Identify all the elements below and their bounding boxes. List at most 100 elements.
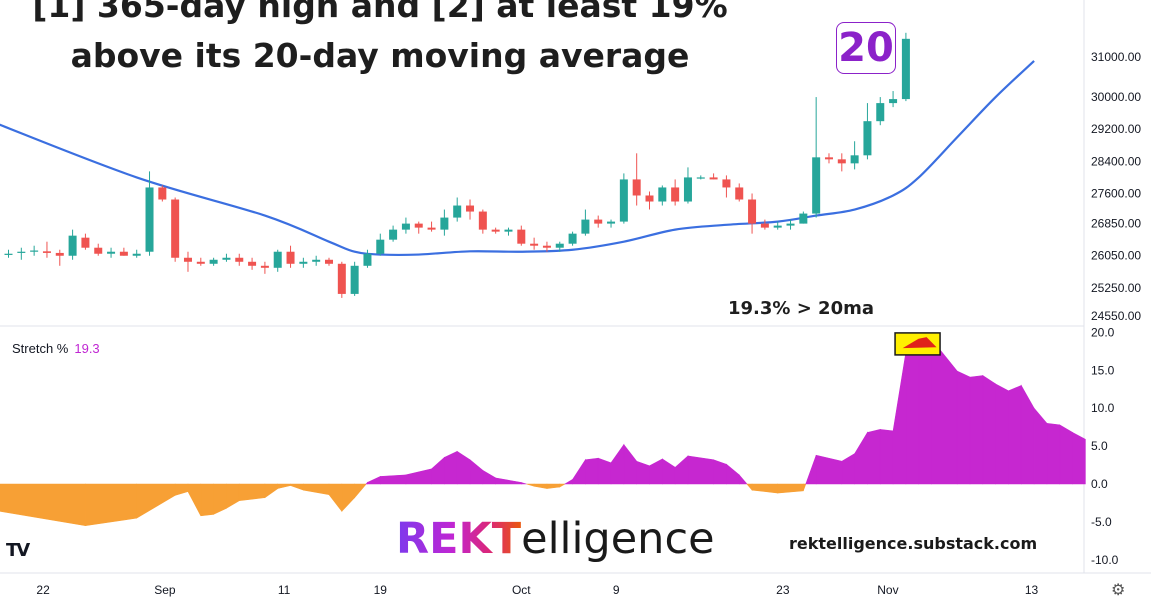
stretch-area-segment xyxy=(563,478,573,485)
stretch-tick-label: 15.0 xyxy=(1091,363,1115,377)
candle-body xyxy=(196,261,205,264)
candle-body xyxy=(119,251,128,256)
stretch-area-segment xyxy=(1046,423,1061,485)
candle-body xyxy=(850,155,859,164)
moving-average-line xyxy=(0,60,1035,257)
candle-body xyxy=(542,245,551,248)
stretch-area-segment xyxy=(892,352,907,485)
candle-body xyxy=(555,243,564,248)
candle-body xyxy=(94,247,103,254)
candle xyxy=(30,245,39,256)
time-tick-label: 22 xyxy=(36,583,50,597)
stretch-area-segment xyxy=(572,458,586,485)
candle xyxy=(632,153,641,206)
candle-body xyxy=(107,251,116,254)
stretch-area-segment xyxy=(85,483,137,527)
indicator-value: 19.3 xyxy=(74,341,100,356)
candle xyxy=(107,247,116,258)
candle xyxy=(286,245,295,268)
stretch-area-segment xyxy=(482,469,496,485)
stretch-area-segment xyxy=(213,483,227,515)
stretch-area-segment xyxy=(623,443,637,485)
candle xyxy=(440,209,449,236)
stretch-tick-label: -10.0 xyxy=(1091,553,1119,567)
stretch-area-segment xyxy=(521,482,527,485)
time-tick-label: 19 xyxy=(374,583,388,597)
gear-icon[interactable]: ⚙ xyxy=(1111,582,1126,599)
candle-body xyxy=(132,253,141,256)
candle xyxy=(363,249,372,268)
stretch-area-segment xyxy=(379,474,407,485)
price-tick-label: 30000.00 xyxy=(1091,90,1141,104)
candle xyxy=(337,261,346,298)
candle xyxy=(4,249,13,258)
candle xyxy=(196,257,205,266)
stretch-area-segment xyxy=(726,463,740,485)
candle xyxy=(325,257,333,266)
candle-body xyxy=(440,217,449,230)
candle xyxy=(722,175,731,198)
price-tick-label: 25250.00 xyxy=(1091,281,1141,295)
indicator-legend[interactable]: Stretch % 19.3 xyxy=(12,341,100,356)
stretch-area-segment xyxy=(649,458,663,485)
time-axis[interactable]: 22 Sep 11 19 Oct 9 23 Nov 13 xyxy=(36,583,1038,597)
candle-body xyxy=(709,177,718,180)
chart-title-line-2: above its 20-day moving average xyxy=(70,36,690,75)
stretch-area-segment xyxy=(328,483,343,513)
time-tick-label: 13 xyxy=(1025,583,1039,597)
candle-body xyxy=(414,223,423,228)
site-url: rektelligence.substack.com xyxy=(789,534,1038,553)
candle-body xyxy=(68,235,77,256)
candle xyxy=(299,257,308,268)
candle-body xyxy=(812,157,821,214)
candle xyxy=(542,241,551,252)
candle-body xyxy=(363,253,372,266)
candle xyxy=(222,253,231,262)
candle xyxy=(889,91,898,108)
candle-body xyxy=(760,223,769,228)
candle xyxy=(401,217,410,234)
candle-body xyxy=(478,211,487,230)
candle xyxy=(773,221,782,230)
candle-body xyxy=(504,229,513,232)
indicator-name: Stretch % xyxy=(12,341,69,356)
candle-body xyxy=(735,187,744,200)
candle xyxy=(350,261,359,296)
price-axis[interactable]: 31000.00 30000.00 29200.00 28400.00 27600.00… xyxy=(1091,50,1141,323)
candle-body xyxy=(312,259,321,262)
candle-body xyxy=(325,259,333,264)
stretch-area xyxy=(0,336,1086,527)
candle xyxy=(55,249,64,266)
candle xyxy=(619,173,628,224)
candle-body xyxy=(81,237,90,248)
candle xyxy=(658,185,667,206)
stretch-area-segment xyxy=(405,468,432,485)
candle-body xyxy=(530,243,539,246)
stretch-area-segment xyxy=(777,483,804,494)
candle-body xyxy=(260,265,269,268)
brand-logo-rekt: REKT xyxy=(396,514,522,564)
stretch-area-segment xyxy=(969,375,984,485)
stretch-axis[interactable]: 20.0 15.0 10.0 5.0 0.0 -5.0 -10.0 xyxy=(1091,325,1119,566)
candle xyxy=(81,233,90,250)
candle xyxy=(696,175,705,180)
candle xyxy=(517,225,526,246)
candle xyxy=(119,247,128,256)
candle-body xyxy=(30,250,39,252)
candle-body xyxy=(158,187,167,200)
stretch-area-segment xyxy=(854,431,868,485)
stretch-area-segment xyxy=(1008,385,1022,485)
candle-body xyxy=(145,187,154,252)
candle-body xyxy=(183,257,192,262)
candle xyxy=(837,153,846,172)
tradingview-logo[interactable]: TV xyxy=(6,540,30,561)
candle-body xyxy=(658,187,667,202)
stretch-area-segment xyxy=(815,454,843,485)
candle-body xyxy=(350,265,359,294)
stretch-area-segment xyxy=(495,477,522,485)
stretch-area-segment xyxy=(674,455,689,485)
stretch-area-segment xyxy=(136,483,176,519)
stretch-area-segment xyxy=(746,483,753,491)
time-tick-label: Sep xyxy=(154,583,176,597)
stretch-area-segment xyxy=(238,483,266,502)
